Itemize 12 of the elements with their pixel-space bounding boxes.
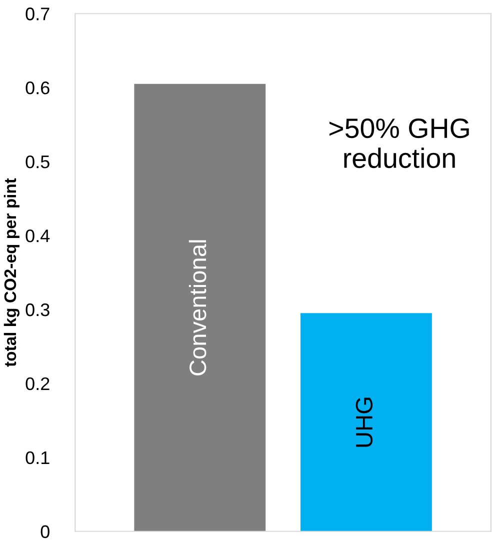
y-tick-label: 0.1 [26, 451, 50, 464]
y-tick-label: 0 [40, 525, 50, 538]
x-tick-label: UHG [356, 398, 373, 447]
y-tick-label: 0.4 [26, 229, 50, 242]
annotation: >50% GHG reduction [329, 118, 469, 168]
y-tick-label: 0.3 [26, 303, 50, 316]
y-tick-label: 0.5 [26, 155, 50, 168]
y-tick-label: 0.6 [26, 82, 50, 94]
x-tick-label: Conventional [188, 240, 206, 376]
y-tick-label: 0.7 [26, 8, 50, 20]
y-axis-title: total kg CO2-eq per pint [4, 178, 20, 367]
y-tick-label: 0.2 [26, 377, 50, 390]
